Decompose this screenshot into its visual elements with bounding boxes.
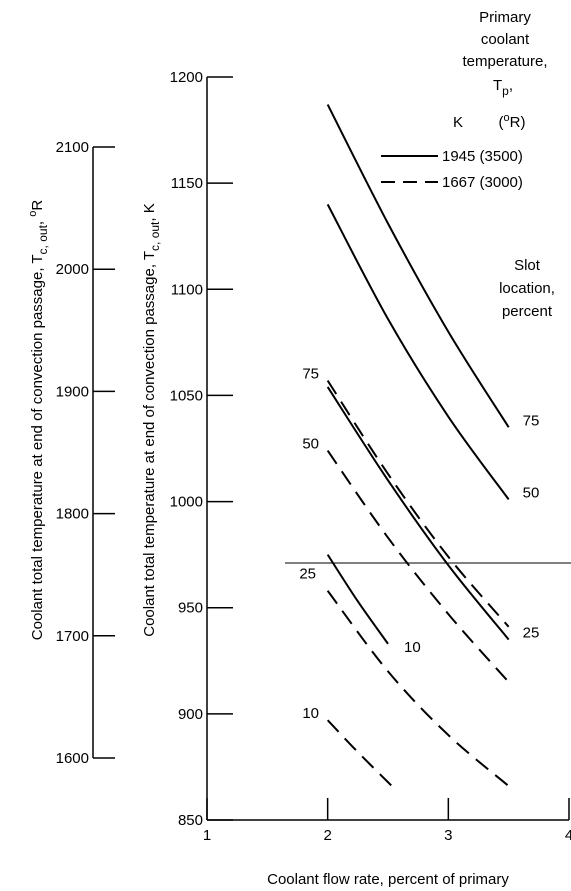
y-tick-label-kelvin-950: 950 [178, 600, 203, 617]
legend-title-line-2: coolant [481, 31, 530, 48]
series-label-dashed-50: 50 [302, 436, 319, 453]
legend-tp-sub: p [502, 84, 509, 98]
y-tick-label-kelvin-1000: 1000 [170, 494, 203, 511]
series-label-solid-50: 50 [523, 484, 540, 501]
y-tick-label-rankine-1600: 1600 [56, 750, 89, 767]
series-label-dashed-10: 10 [302, 705, 319, 722]
series-line-dashed-25 [326, 590, 510, 787]
x-tick-label-3: 3 [444, 827, 452, 844]
y-tick-label-rankine-1800: 1800 [56, 506, 89, 523]
legend-entry-solid: 1945 (3500) [442, 148, 523, 165]
x-tick-label-1: 1 [203, 827, 211, 844]
y-axis-title-kelvin: Coolant total temperature at end of conv… [141, 203, 162, 637]
series-line-dashed-50 [326, 450, 510, 683]
y-tick-label-kelvin-1100: 1100 [171, 281, 203, 298]
axes-group: 8509009501000105011001150120016001700180… [56, 69, 571, 844]
legend-tp-main: T [493, 77, 502, 94]
y-axis-title-rankine-deg: o [27, 211, 39, 217]
series-line-dashed-10 [326, 719, 395, 789]
series-label-solid-10: 10 [404, 639, 421, 656]
y-tick-label-rankine-2000: 2000 [56, 261, 89, 278]
y-axis-title-rankine-letter: R [29, 200, 46, 211]
legend-tp-comma: , [509, 77, 513, 94]
series-label-dashed-25: 25 [299, 566, 316, 583]
y-axis-title-rankine-main: Coolant total temperature at end of conv… [29, 254, 46, 640]
series-line-solid-10 [326, 554, 389, 645]
y-tick-label-kelvin-850: 850 [178, 812, 203, 829]
y-axis-title-kelvin-unit: , K [141, 203, 158, 221]
y-axis-title-rankine: Coolant total temperature at end of conv… [27, 200, 50, 641]
y-tick-label-kelvin-1200: 1200 [170, 69, 203, 86]
series-layer [326, 104, 510, 789]
y-axis-title-kelvin-main: Coolant total temperature at end of conv… [141, 251, 158, 637]
y-tick-label-kelvin-900: 900 [178, 706, 203, 723]
x-axis-title: Coolant flow rate, percent of primary [267, 871, 509, 888]
y-tick-label-rankine-2100: 2100 [56, 139, 89, 156]
labels-layer: 75 50 25 10 75 50 25 10 [299, 366, 539, 723]
series-label-solid-25: 25 [523, 625, 540, 642]
legend-units-k: K [453, 114, 463, 131]
legend-title-line-1: Primary [479, 9, 531, 26]
slot-title-line-3: percent [502, 303, 553, 320]
y-tick-label-rankine-1900: 1900 [56, 383, 89, 400]
legend-units-r-rest: R) [510, 114, 526, 131]
series-line-dashed-75 [326, 380, 510, 628]
y-tick-label-kelvin-1050: 1050 [170, 387, 203, 404]
series-line-solid-25 [326, 386, 510, 641]
legend-units-r-open: ( [499, 114, 504, 131]
legend-units-r-deg: o [504, 112, 510, 124]
legend-tp-symbol: Tp, [493, 77, 513, 98]
x-tick-label-2: 2 [323, 827, 331, 844]
y-axis-title-kelvin-sub: c, out [148, 221, 162, 251]
y-axis-title-rankine-unit: , [29, 217, 46, 225]
legend-units-r: (oR) [499, 112, 526, 131]
y-tick-label-rankine-1700: 1700 [56, 628, 89, 645]
legend-title-line-3: temperature, [462, 53, 547, 70]
series-label-dashed-75: 75 [302, 366, 319, 383]
slot-title-line-1: Slot [514, 257, 541, 274]
series-line-solid-50 [326, 203, 510, 501]
y-tick-label-kelvin-1150: 1150 [171, 175, 203, 192]
series-line-solid-75 [326, 104, 510, 428]
x-tick-label-4: 4 [565, 827, 571, 844]
legend-entry-dashed: 1667 (3000) [442, 174, 523, 191]
series-label-solid-75: 75 [523, 412, 540, 429]
y-axis-title-rankine-sub: c, out [36, 224, 50, 254]
slot-title-line-2: location, [499, 280, 555, 297]
